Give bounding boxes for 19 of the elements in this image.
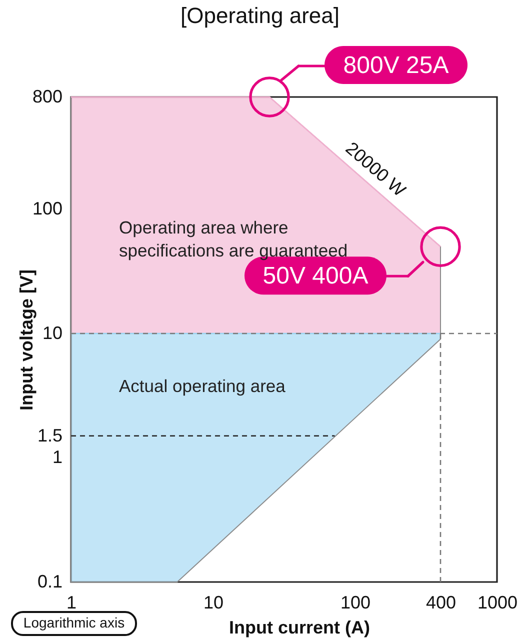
x-tick-label: 10 <box>203 592 224 612</box>
y-tick-label: 0.1 <box>37 572 62 592</box>
x-tick-label: 400 <box>426 592 456 612</box>
x-axis-title: Input current (A) <box>229 618 370 638</box>
x-tick-label: 1 <box>66 592 77 612</box>
chart-title: [Operating area] <box>180 3 340 28</box>
annotation: Actual operating area <box>119 376 286 396</box>
annotation: 50V 400A <box>262 262 368 290</box>
y-tick-label: 800 <box>32 86 62 106</box>
x-tick-label: 1000 <box>477 592 518 612</box>
y-tick-label: 1.5 <box>37 425 62 446</box>
text: Logarithmic axis <box>23 614 125 630</box>
annotation: Operating area where specifications are guaranteed <box>119 218 348 260</box>
y-tick-label: 100 <box>32 198 62 219</box>
y-tick-label: 10 <box>42 322 62 343</box>
y-axis-title: Input voltage [V] <box>16 270 36 410</box>
y-tick-label: 1 <box>52 447 62 468</box>
x-tick-label: 100 <box>340 592 371 612</box>
text: 800V 25A <box>343 52 449 79</box>
